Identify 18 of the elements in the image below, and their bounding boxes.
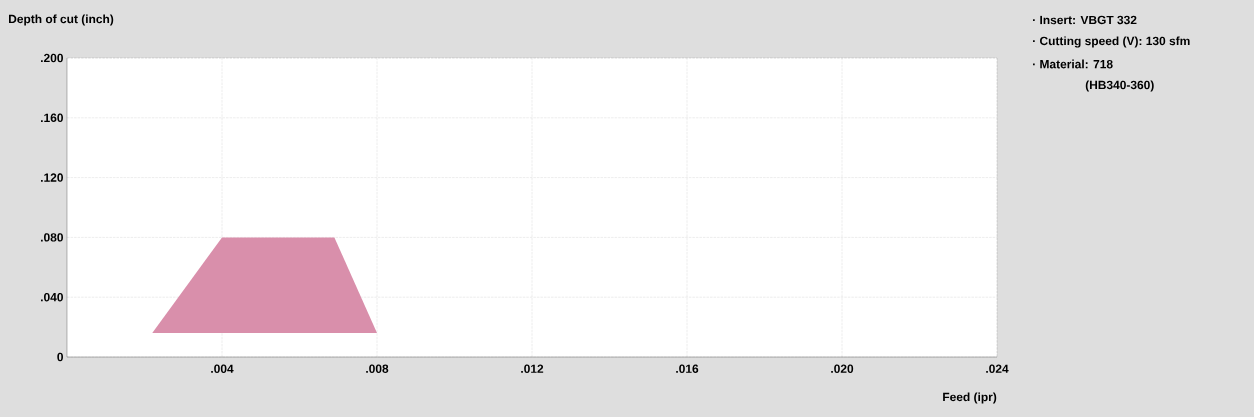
text: · Cutting speed (V): 130 sfm bbox=[1033, 36, 1190, 48]
y-tick-label: .080 bbox=[41, 233, 63, 242]
text: · Material: 718 bbox=[1033, 59, 1113, 69]
y-tick-label: .160 bbox=[41, 113, 63, 123]
x-tick-label: .008 bbox=[366, 364, 389, 373]
text: · Insert: VBGT 332 bbox=[1033, 15, 1137, 25]
y-tick-label: 0 bbox=[57, 352, 63, 362]
y-tick-label: .200 bbox=[41, 53, 63, 63]
x-tick-label: .016 bbox=[676, 364, 699, 373]
x-tick-label: .012 bbox=[521, 364, 544, 373]
x-tick-label: .024 bbox=[986, 364, 1009, 373]
y-tick-label: .120 bbox=[41, 173, 63, 182]
x-axis-title: Feed (ipr) bbox=[943, 392, 997, 404]
y-axis-title: Depth of cut (inch) bbox=[9, 14, 114, 26]
y-tick-label: .040 bbox=[41, 292, 63, 302]
x-tick-label: .004 bbox=[211, 364, 234, 373]
text: (HB340-360) bbox=[1085, 80, 1154, 92]
x-tick-label: .020 bbox=[831, 364, 854, 373]
